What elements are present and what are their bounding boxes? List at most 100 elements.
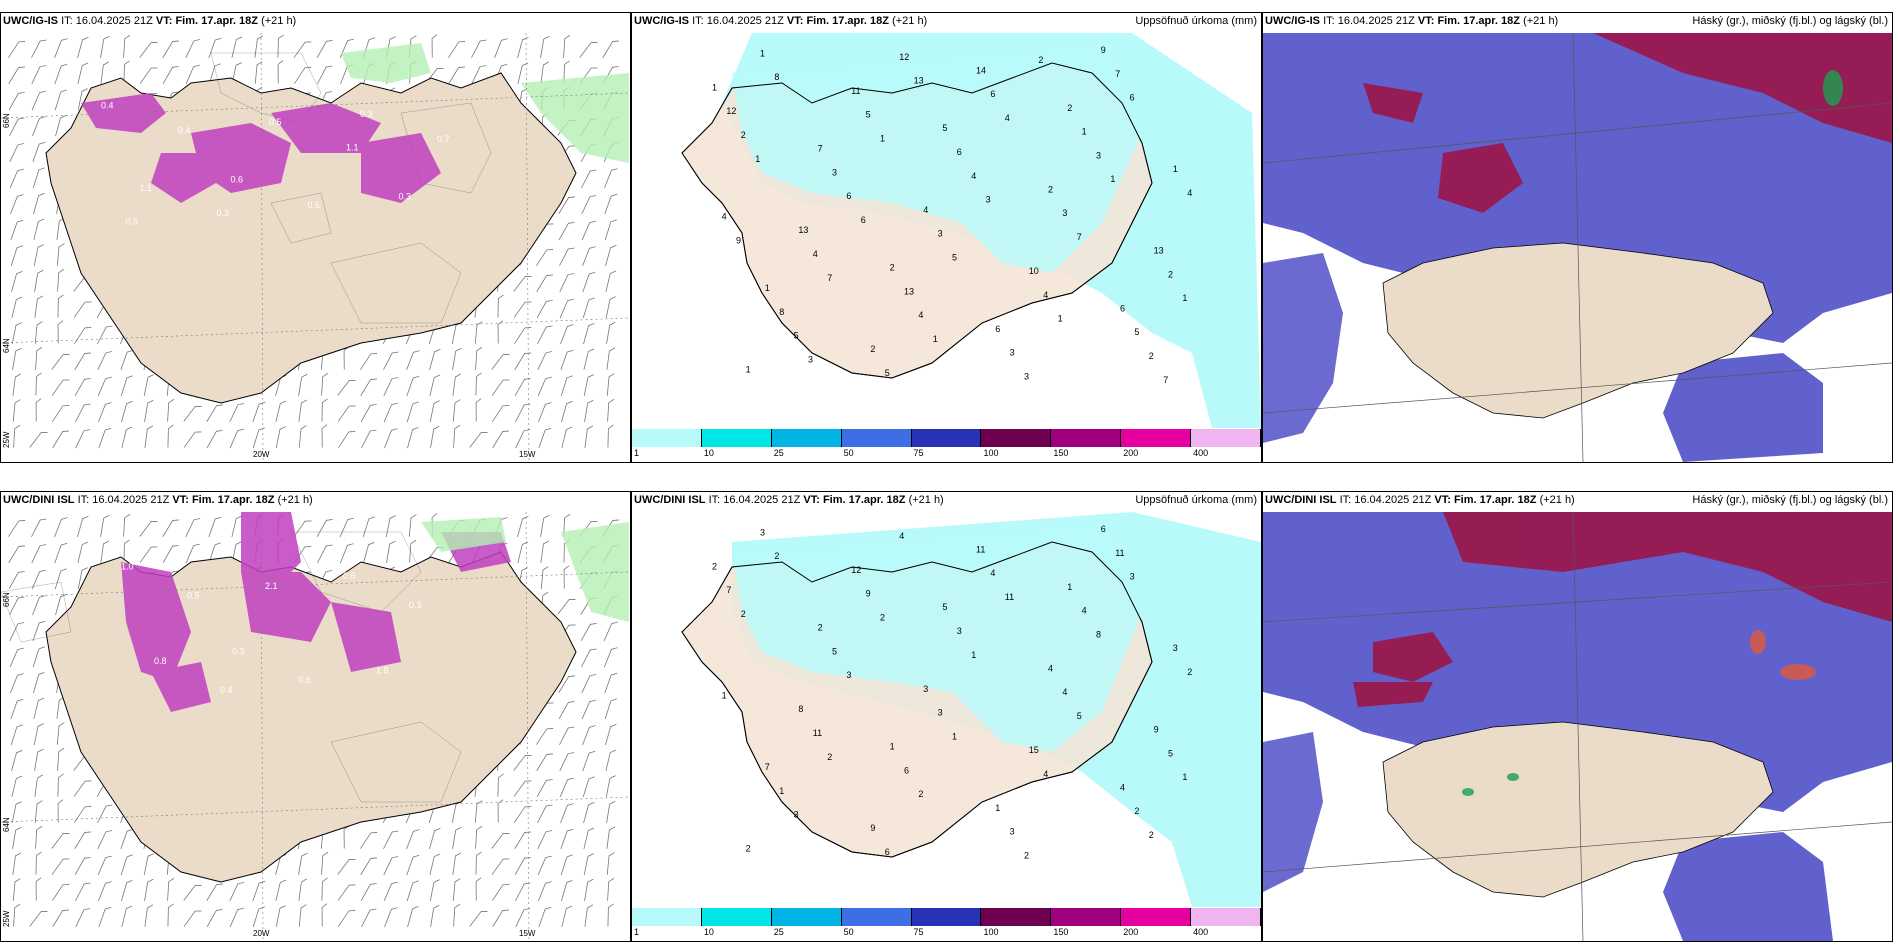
wind-barb [35, 877, 42, 901]
wind-barb [293, 520, 312, 537]
value-label: 7 [818, 144, 823, 154]
wind-barb [560, 324, 574, 345]
wind-barb [321, 398, 328, 422]
wind-cloud-map: 0.4 0.6 0.3 1.1 0.5 0.3 0.4 0.6 0.7 0.3 1.1 0.5 66N… [1, 33, 630, 462]
colorbar-tick-label: 1 [634, 448, 640, 458]
wind-barb [606, 852, 615, 875]
wind-barb [606, 373, 615, 396]
wind-barb [514, 831, 531, 849]
wind-barb [74, 806, 92, 823]
wind-barb [517, 37, 529, 59]
value-label: 7 [827, 273, 832, 283]
wind-barb [538, 427, 552, 449]
wind-barb [582, 297, 595, 319]
precip-streaks [81, 93, 441, 203]
value-label: 0.3 [217, 208, 230, 218]
wind-barb [208, 63, 221, 85]
colorbar-swatch [841, 429, 912, 447]
value-label: 1 [779, 786, 784, 796]
wind-barb [73, 780, 92, 797]
wind-barb [51, 832, 70, 849]
wind-barb [384, 907, 398, 928]
wind-barb [183, 910, 202, 927]
wind-barb [97, 376, 112, 397]
wind-barb [31, 544, 47, 564]
wind-barb [123, 60, 130, 84]
wind-barb [607, 903, 614, 927]
value-label: 1 [746, 365, 751, 375]
panel-bottom-clouds: UWC/DINI ISL IT: 16.04.2025 21Z VT: Fim.… [1262, 491, 1893, 942]
wind-barb [607, 398, 615, 422]
wind-barb [607, 877, 615, 901]
wind-barb [98, 906, 112, 928]
wind-barb [252, 401, 266, 423]
wind-barb [497, 773, 504, 797]
wind-barb [97, 830, 113, 850]
value-label: 2 [1067, 103, 1072, 113]
wind-barb [144, 878, 154, 901]
wind-barb [8, 41, 26, 58]
wind-barb [51, 858, 70, 875]
value-label: 2 [741, 130, 746, 140]
value-label: 1 [971, 650, 976, 660]
value-label: 2 [746, 844, 751, 854]
value-label: 4 [1082, 606, 1087, 616]
value-label: 1 [933, 334, 938, 344]
colorbar-tick-label: 75 [913, 927, 924, 937]
value-label: 2 [827, 752, 832, 762]
wind-barb [469, 431, 488, 448]
low-cloud-blue [1263, 512, 1892, 812]
wind-barb [9, 647, 24, 668]
value-label: 9 [1154, 725, 1159, 735]
wind-barb [448, 41, 466, 58]
wind-barb [100, 514, 110, 537]
wind-barb [57, 268, 65, 292]
wind-barb [536, 274, 553, 292]
wind-barb [491, 353, 510, 370]
cloud-layers-map [1263, 512, 1892, 941]
value-label: 3 [923, 684, 928, 694]
value-label: 2.1 [265, 581, 278, 591]
value-label: 11 [851, 86, 860, 96]
wind-barb [515, 429, 531, 449]
wind-barb [451, 322, 462, 345]
value-label: 3 [1010, 827, 1015, 837]
wind-barb [557, 598, 576, 615]
wind-barb [497, 294, 504, 318]
low-cloud-blue-se [1663, 832, 1833, 941]
wind-barb [559, 247, 575, 267]
value-label: 1 [712, 82, 717, 92]
value-label: 1.1 [346, 142, 359, 152]
wind-barb [604, 672, 618, 694]
wind-barb [561, 426, 573, 449]
wind-barb [337, 405, 356, 422]
cloud-layers-map [1263, 33, 1892, 462]
wind-barb [429, 828, 441, 850]
colorbar-tick-label: 400 [1193, 448, 1209, 458]
value-label: 5 [1134, 327, 1139, 337]
value-label: 2 [1048, 184, 1053, 194]
wind-barb [77, 567, 88, 590]
value-label: 6 [1101, 524, 1106, 534]
wind-barb [540, 61, 550, 84]
wind-barb [139, 41, 158, 58]
value-label: 2 [774, 551, 779, 561]
value-label: 4 [1120, 782, 1125, 792]
colorbar-swatch [1191, 908, 1261, 926]
wind-barb [584, 425, 594, 448]
wind-barb [579, 41, 598, 58]
wind-barb [252, 906, 265, 928]
wind-barb [607, 424, 614, 448]
wind-barb [514, 352, 531, 370]
colorbar-tick-label: 50 [843, 448, 854, 458]
wind-barb [321, 903, 328, 927]
wind-barb [321, 372, 329, 396]
value-label: 1.8 [376, 666, 389, 676]
colorbar-tick-label: 75 [913, 448, 924, 458]
wind-barb [74, 857, 91, 876]
value-label: 15 [1029, 745, 1039, 755]
wind-barb [13, 424, 21, 448]
wind-barb [277, 34, 284, 58]
wind-barb [606, 321, 616, 344]
wind-barb [98, 427, 112, 449]
